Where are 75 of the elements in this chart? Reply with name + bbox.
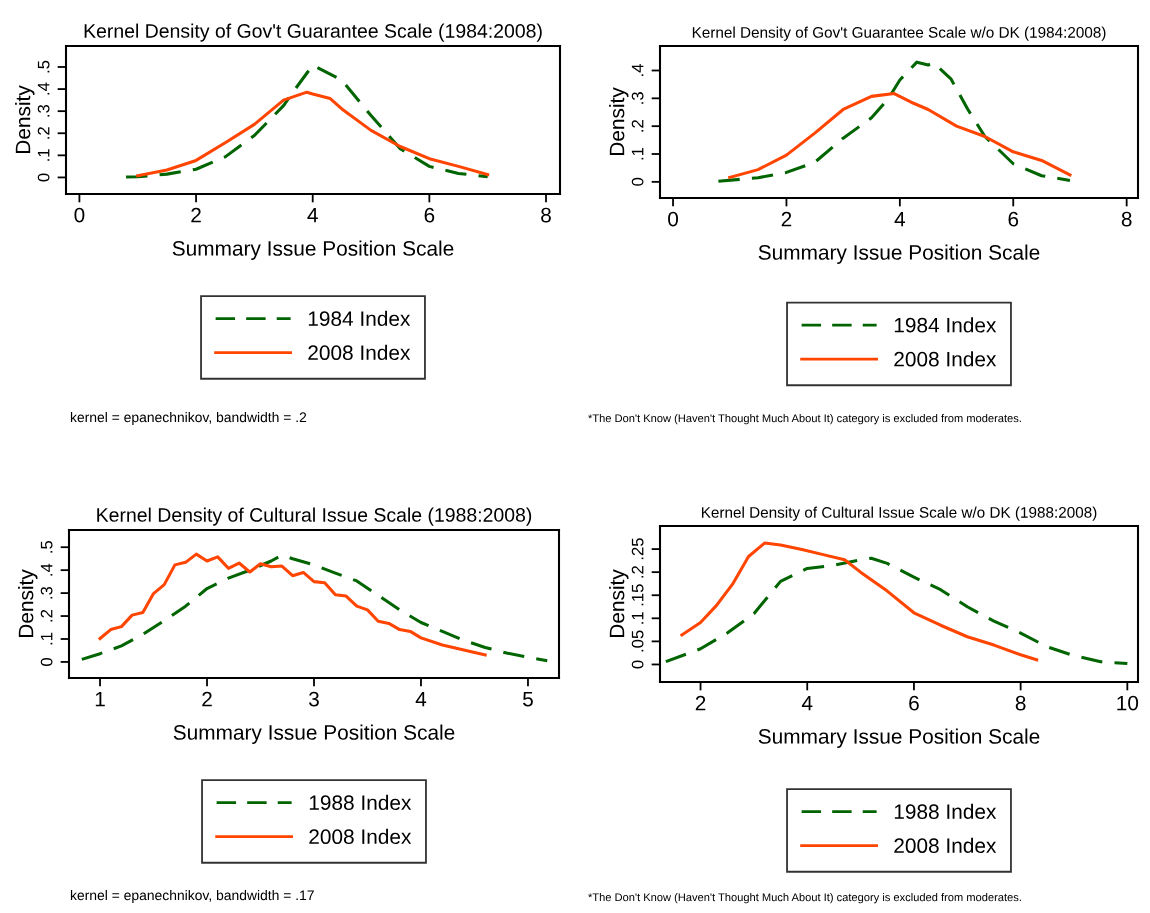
y-tick-label: .1 bbox=[631, 612, 644, 624]
x-axis-title: Summary Issue Position Scale bbox=[172, 240, 454, 260]
line-series bbox=[664, 556, 1129, 666]
y-tick-label: .1 bbox=[40, 632, 53, 645]
x-axis-title: Summary Issue Position Scale bbox=[173, 724, 455, 744]
y-tick-label: .4 bbox=[37, 82, 50, 95]
y-tick-label: .3 bbox=[40, 586, 53, 599]
text: kernel = epanechnikov, bandwidth = .17 bbox=[70, 890, 314, 903]
legend-label: 1988 Index bbox=[894, 803, 997, 820]
text: kernel = epanechnikov, bandwidth = .2 bbox=[70, 412, 307, 425]
x-tick-label: 6 bbox=[909, 695, 919, 711]
y-tick-label: 0 bbox=[37, 173, 50, 182]
x-tick-label: 2 bbox=[695, 695, 706, 711]
x-tick-label: 2 bbox=[202, 691, 212, 707]
line-series bbox=[80, 553, 549, 663]
y-tick-label: 0 bbox=[40, 657, 53, 666]
y-tick-label: .1 bbox=[37, 149, 50, 161]
x-axis-title: Summary Issue Position Scale bbox=[758, 244, 1040, 264]
chart-title: Kernel Density of Cultural Issue Scale w/o DK (1988:2008) bbox=[701, 506, 1097, 521]
line-series bbox=[680, 541, 1039, 662]
x-tick-label: 4 bbox=[415, 691, 427, 707]
x-tick-label: 4 bbox=[307, 207, 318, 223]
x-tick-label: 1 bbox=[95, 691, 105, 707]
y-tick-label: 0 bbox=[631, 660, 644, 669]
y-axis-title: Density bbox=[18, 569, 38, 638]
y-axis-title: Density bbox=[609, 569, 629, 638]
y-tick-label: .2 bbox=[631, 566, 644, 578]
legend-label: 2008 Index bbox=[894, 351, 997, 367]
y-tick-label: .25 bbox=[631, 538, 644, 560]
x-tick-label: 4 bbox=[894, 211, 906, 227]
chart-title: Kernel Density of Gov't Guarantee Scale (1984:2008) bbox=[84, 23, 542, 42]
x-axis-title: Summary Issue Position Scale bbox=[758, 728, 1040, 748]
line-series bbox=[728, 92, 1072, 179]
x-tick-label: 8 bbox=[1015, 695, 1026, 711]
line-series bbox=[98, 552, 487, 657]
y-tick-label: .2 bbox=[631, 120, 644, 132]
y-tick-label: .4 bbox=[631, 64, 644, 76]
x-tick-label: 6 bbox=[424, 207, 435, 223]
y-tick-label: .2 bbox=[37, 127, 50, 139]
y-tick-label: .5 bbox=[37, 60, 50, 73]
y-tick-label: .5 bbox=[40, 540, 53, 553]
y-tick-label: .15 bbox=[631, 584, 644, 606]
x-tick-label: 8 bbox=[1121, 211, 1132, 227]
legend-label: 2008 Index bbox=[309, 828, 412, 845]
y-tick-label: .1 bbox=[631, 147, 644, 160]
x-tick-label: 2 bbox=[781, 211, 792, 227]
x-tick-label: 0 bbox=[668, 211, 679, 227]
y-tick-label: .05 bbox=[631, 630, 644, 652]
chart-title: Kernel Density of Gov't Guarantee Scale w/o DK (1984:2008) bbox=[692, 26, 1106, 41]
legend-label: 2008 Index bbox=[894, 837, 997, 854]
legend-label: 1988 Index bbox=[309, 794, 412, 811]
legend-label: 1984 Index bbox=[894, 317, 997, 333]
legend-label: 1984 Index bbox=[308, 310, 411, 327]
x-tick-label: 10 bbox=[1117, 695, 1139, 711]
y-axis-title: Density bbox=[609, 87, 629, 156]
y-tick-label: .2 bbox=[40, 609, 53, 622]
x-tick-label: 3 bbox=[309, 691, 319, 707]
y-axis-title: Density bbox=[15, 85, 35, 154]
text: *The Don't Know (Haven't Thought Much About It) category is excluded from moderates. bbox=[588, 893, 1021, 904]
x-tick-label: 0 bbox=[74, 207, 85, 223]
x-tick-label: 5 bbox=[523, 691, 533, 707]
legend-label: 2008 Index bbox=[308, 344, 411, 361]
x-tick-label: 2 bbox=[191, 207, 201, 223]
y-tick-label: 0 bbox=[631, 177, 644, 186]
x-tick-label: 4 bbox=[801, 695, 813, 711]
y-tick-label: .4 bbox=[40, 563, 53, 576]
x-tick-label: 6 bbox=[1008, 211, 1019, 227]
line-series bbox=[136, 90, 490, 178]
line-series bbox=[124, 63, 490, 179]
text: *The Don't Know (Haven't Thought Much About It) category is excluded from moderates. bbox=[588, 414, 1021, 425]
x-tick-label: 8 bbox=[541, 207, 551, 223]
y-tick-label: .3 bbox=[631, 92, 644, 104]
line-series bbox=[716, 60, 1072, 183]
chart-title: Kernel Density of Cultural Issue Scale (1988:2008) bbox=[97, 507, 532, 526]
y-tick-label: .3 bbox=[37, 104, 50, 117]
